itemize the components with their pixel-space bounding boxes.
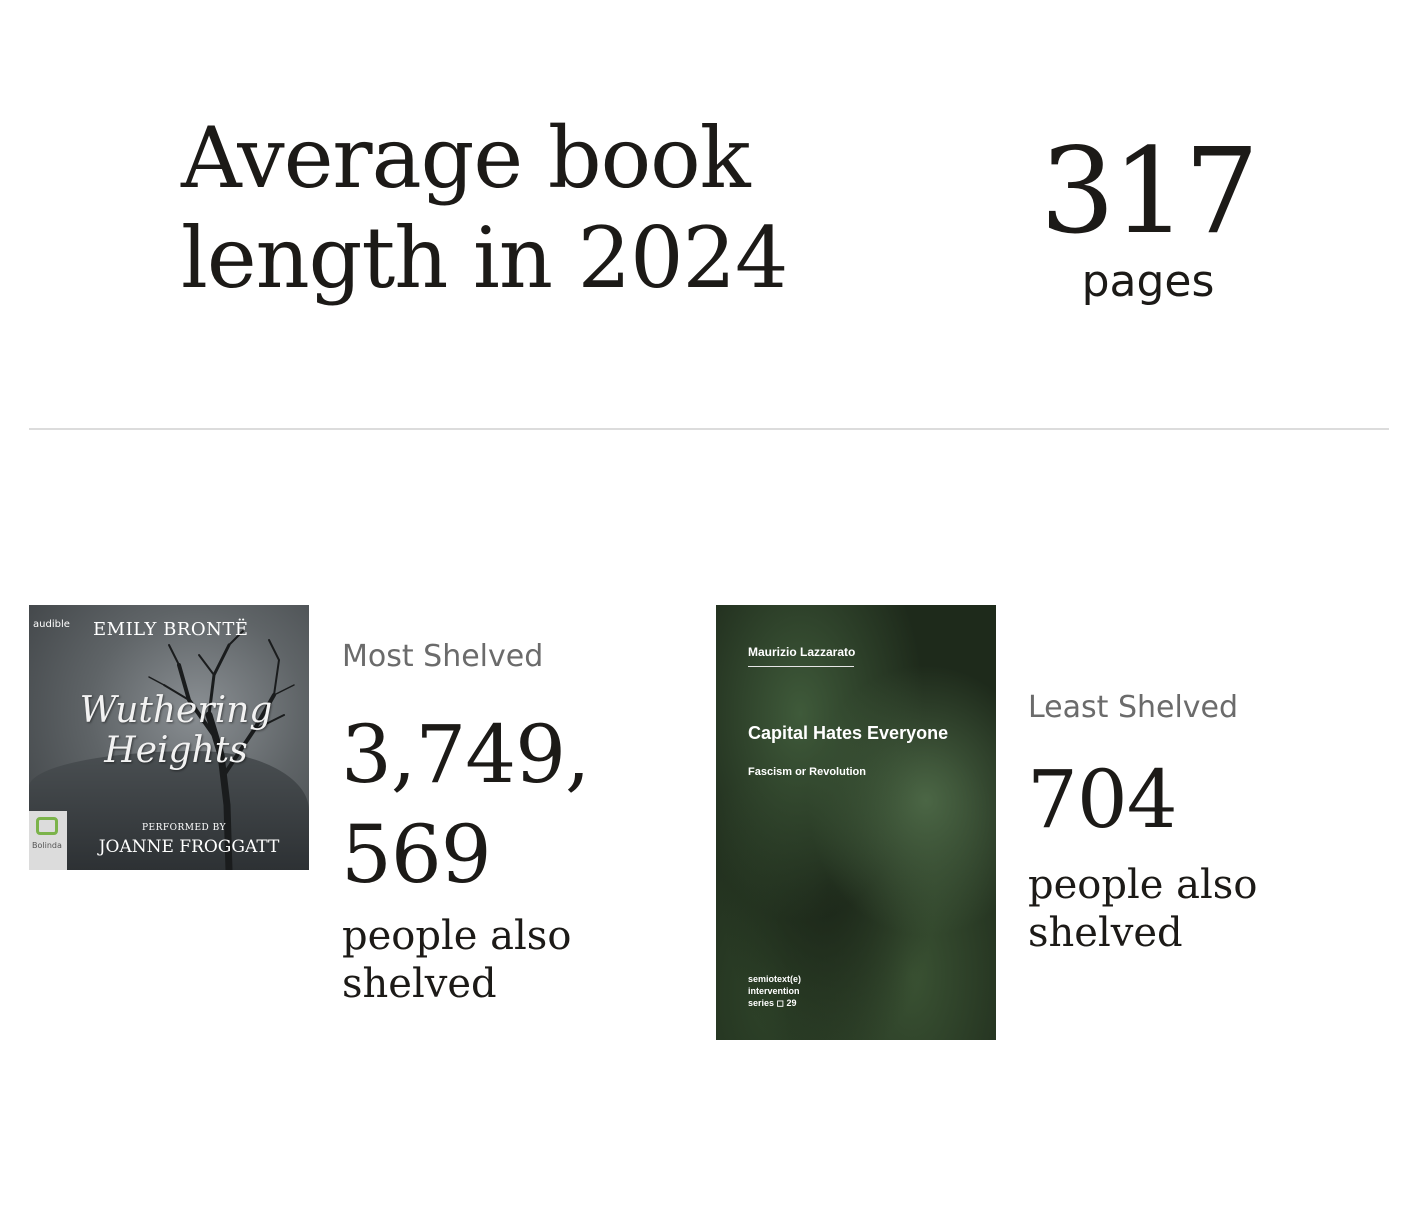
series-line: series ◻ 29 [748, 998, 797, 1008]
most-shelved-label: Most Shelved [342, 639, 544, 674]
cover-landscape [29, 750, 309, 870]
least-shelved-book-cover[interactable]: Maurizio Lazzarato Capital Hates Everyon… [716, 605, 996, 1040]
series-line: intervention [748, 986, 800, 996]
series-line: semiotext(e) [748, 974, 802, 984]
cover-author: EMILY BRONTË [93, 619, 249, 640]
cover-title: Capital Hates Everyone [748, 723, 949, 743]
least-shelved-label: Least Shelved [1028, 690, 1239, 725]
audible-badge: audible [33, 619, 70, 630]
section-divider [29, 428, 1389, 430]
most-shelved-count: 3,749, 569 [341, 708, 590, 901]
average-length-unit: pages [1081, 256, 1215, 307]
cover-rule [748, 666, 854, 667]
most-shelved-caption: people also shelved [342, 913, 572, 1007]
bare-tree-icon [148, 629, 295, 870]
cover-series: semiotext(e) intervention series ◻ 29 [748, 973, 801, 1009]
cover-performed-label: PERFORMED BY [141, 823, 227, 833]
publisher-name: Bolinda [32, 841, 62, 850]
least-shelved-caption: people also shelved [1028, 862, 1258, 956]
cover-author: Maurizio Lazzarato [748, 645, 856, 659]
average-length-stat: 317 pages [1040, 122, 1259, 308]
average-length-value: 317 [1040, 122, 1259, 260]
cover-narrator: JOANNE FROGGATT [98, 837, 280, 857]
cover-title: Wuthering Heights [79, 690, 273, 771]
cover-subtitle: Fascism or Revolution [748, 766, 866, 778]
least-shelved-count: 704 [1027, 753, 1178, 846]
speech-bubble-icon [36, 817, 58, 835]
average-length-title: Average book length in 2024 [181, 109, 788, 307]
publisher-badge: Bolinda [29, 811, 67, 870]
most-shelved-book-cover[interactable]: audible EMILY BRONTË Wuthering Heights P… [29, 605, 309, 870]
